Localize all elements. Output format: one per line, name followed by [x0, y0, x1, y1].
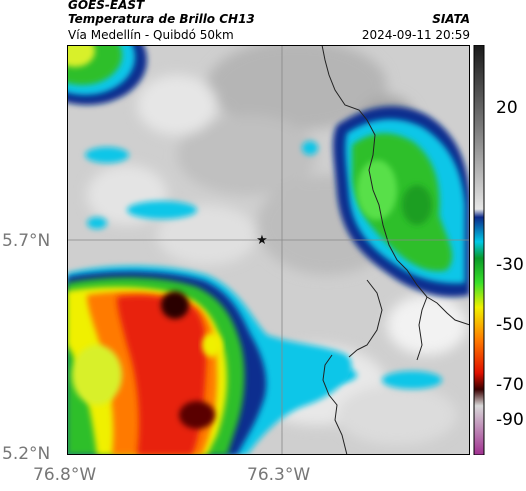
location-marker-star-icon: ★	[256, 233, 268, 248]
brightness-temperature-map: ★	[67, 45, 470, 455]
y-tick-label: 5.7°N	[2, 231, 51, 251]
colorbar-tick-label: -30	[496, 255, 524, 275]
cloud-blobs-small	[85, 141, 442, 389]
boundary-lines	[321, 45, 470, 455]
brand-label: SIATA	[432, 12, 470, 26]
colorbar-tick-label: -50	[496, 315, 524, 335]
colorbar-tick-label: -70	[496, 375, 524, 395]
timestamp: 2024-09-11 20:59	[361, 28, 470, 42]
region-subtitle: Vía Medellín - Quibdó 50km	[68, 28, 234, 42]
colorbar-tick-label: -90	[496, 410, 524, 430]
x-tick-label: 76.3°W	[247, 465, 311, 485]
colorbar	[473, 45, 485, 455]
convective-cell-northwest	[67, 45, 147, 105]
product-title: Temperatura de Brillo CH13	[68, 12, 255, 26]
colorbar-tick-label: 20	[496, 98, 518, 118]
y-tick-label: 5.2°N	[2, 444, 51, 464]
convective-system-southwest	[67, 265, 352, 455]
satellite-title: GOES-EAST	[68, 0, 145, 12]
convective-band-east	[332, 106, 470, 297]
graticule	[67, 45, 470, 455]
x-tick-label: 76.8°W	[33, 465, 97, 485]
